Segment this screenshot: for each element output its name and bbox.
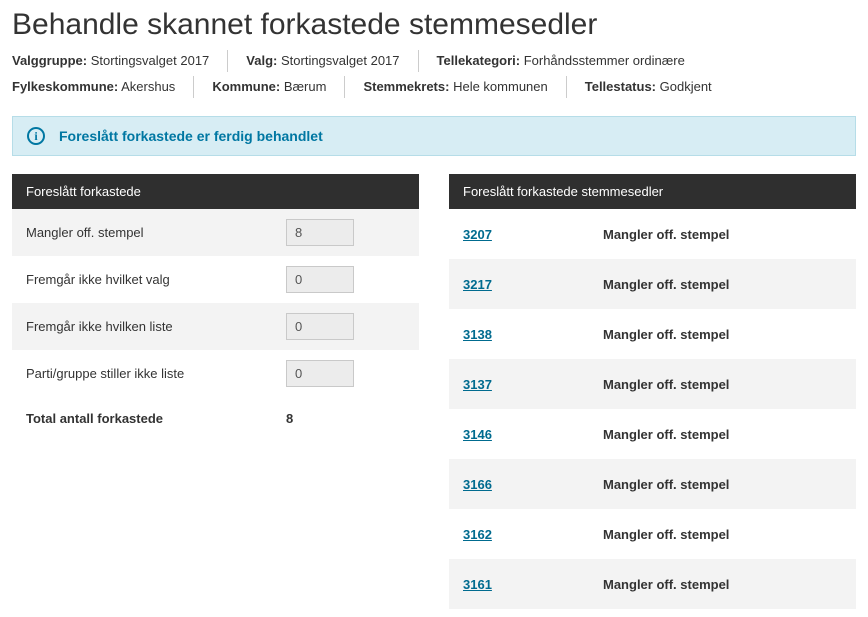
summary-row: Fremgår ikke hvilket valg: [12, 256, 419, 303]
info-icon: i: [27, 127, 45, 145]
meta-row-1: Valggruppe: Stortingsvalget 2017 Valg: S…: [12, 50, 856, 72]
summary-panel: Foreslått forkastede Mangler off. stempe…: [12, 174, 419, 436]
ballot-reason: Mangler off. stempel: [603, 577, 729, 592]
ballot-reason: Mangler off. stempel: [603, 527, 729, 542]
meta-tellekategori: Tellekategori: Forhåndsstemmer ordinære: [437, 50, 685, 72]
ballot-id-link[interactable]: 3162: [463, 527, 492, 542]
meta-value: Forhåndsstemmer ordinære: [524, 53, 685, 68]
ballot-id-link[interactable]: 3138: [463, 327, 492, 342]
ballot-reason: Mangler off. stempel: [603, 377, 729, 392]
summary-row-label: Mangler off. stempel: [26, 225, 286, 240]
ballot-id-link[interactable]: 3166: [463, 477, 492, 492]
ballot-id-link[interactable]: 3137: [463, 377, 492, 392]
info-banner: i Foreslått forkastede er ferdig behandl…: [12, 116, 856, 156]
list-panel-header: Foreslått forkastede stemmesedler: [449, 174, 856, 209]
meta-row-2: Fylkeskommune: Akershus Kommune: Bærum S…: [12, 76, 856, 98]
ballot-id-link[interactable]: 3217: [463, 277, 492, 292]
meta-value: Godkjent: [660, 79, 712, 94]
list-row: 3146 Mangler off. stempel: [449, 409, 856, 459]
info-banner-text: Foreslått forkastede er ferdig behandlet: [59, 128, 323, 144]
summary-row-input[interactable]: [286, 360, 354, 387]
meta-valggruppe: Valggruppe: Stortingsvalget 2017: [12, 50, 228, 72]
ballot-id-link[interactable]: 3146: [463, 427, 492, 442]
ballot-reason: Mangler off. stempel: [603, 427, 729, 442]
summary-row-label: Fremgår ikke hvilken liste: [26, 319, 286, 334]
meta-fylkeskommune: Fylkeskommune: Akershus: [12, 76, 194, 98]
meta-value: Stortingsvalget 2017: [91, 53, 210, 68]
summary-row-input[interactable]: [286, 219, 354, 246]
summary-total-row: Total antall forkastede 8: [12, 397, 419, 436]
meta-stemmekrets: Stemmekrets: Hele kommunen: [363, 76, 566, 98]
list-row: 3162 Mangler off. stempel: [449, 509, 856, 559]
meta-label: Fylkeskommune:: [12, 79, 118, 94]
ballot-reason: Mangler off. stempel: [603, 227, 729, 242]
list-row: 3207 Mangler off. stempel: [449, 209, 856, 259]
summary-row-label: Fremgår ikke hvilket valg: [26, 272, 286, 287]
meta-label: Tellekategori:: [437, 53, 521, 68]
meta-kommune: Kommune: Bærum: [212, 76, 345, 98]
summary-row-label: Parti/gruppe stiller ikke liste: [26, 366, 286, 381]
summary-row: Mangler off. stempel: [12, 209, 419, 256]
summary-row: Fremgår ikke hvilken liste: [12, 303, 419, 350]
list-row: 3138 Mangler off. stempel: [449, 309, 856, 359]
meta-valg: Valg: Stortingsvalget 2017: [246, 50, 418, 72]
meta-tellestatus: Tellestatus: Godkjent: [585, 76, 712, 98]
page-title: Behandle skannet forkastede stemmesedler: [12, 8, 856, 42]
summary-row-input[interactable]: [286, 313, 354, 340]
summary-row: Parti/gruppe stiller ikke liste: [12, 350, 419, 397]
list-panel: Foreslått forkastede stemmesedler 3207 Ma…: [449, 174, 856, 609]
summary-row-input[interactable]: [286, 266, 354, 293]
list-row: 3217 Mangler off. stempel: [449, 259, 856, 309]
meta-label: Kommune:: [212, 79, 280, 94]
meta-value: Akershus: [121, 79, 175, 94]
ballot-id-link[interactable]: 3207: [463, 227, 492, 242]
meta-value: Bærum: [284, 79, 327, 94]
summary-total-label: Total antall forkastede: [26, 411, 286, 426]
meta-label: Valg:: [246, 53, 277, 68]
meta-label: Tellestatus:: [585, 79, 656, 94]
list-row: 3166 Mangler off. stempel: [449, 459, 856, 509]
ballot-reason: Mangler off. stempel: [603, 277, 729, 292]
meta-value: Stortingsvalget 2017: [281, 53, 400, 68]
list-row: 3137 Mangler off. stempel: [449, 359, 856, 409]
ballot-id-link[interactable]: 3161: [463, 577, 492, 592]
summary-total-value: 8: [286, 411, 293, 426]
ballot-reason: Mangler off. stempel: [603, 477, 729, 492]
list-row: 3161 Mangler off. stempel: [449, 559, 856, 609]
ballot-reason: Mangler off. stempel: [603, 327, 729, 342]
meta-value: Hele kommunen: [453, 79, 548, 94]
meta-label: Stemmekrets:: [363, 79, 449, 94]
summary-panel-header: Foreslått forkastede: [12, 174, 419, 209]
meta-label: Valggruppe:: [12, 53, 87, 68]
